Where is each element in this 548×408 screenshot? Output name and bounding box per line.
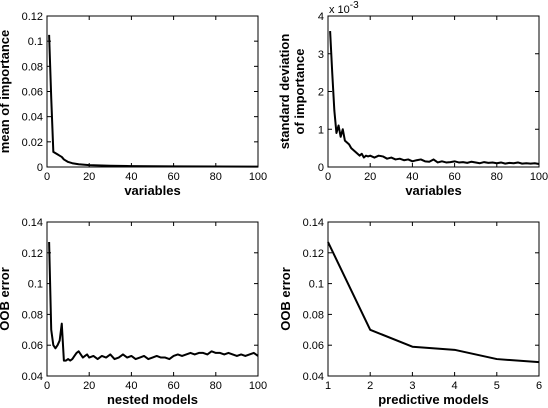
x-tick-label: 60: [167, 171, 179, 183]
x-tick-label: 80: [210, 380, 222, 392]
y-tick-label: 0.12: [22, 248, 43, 260]
x-tick-label: 3: [409, 380, 415, 392]
y-tick-label: 0: [37, 162, 43, 174]
y-tick-label: 0.04: [303, 371, 324, 383]
y-tick-label: 0.08: [22, 309, 43, 321]
x-tick-label: 20: [364, 171, 376, 183]
x-tick-label: 100: [530, 171, 548, 183]
y-scale-exponent: -3: [350, 0, 359, 11]
x-tick-label: 1: [325, 380, 331, 392]
y-tick-label: 0.08: [303, 309, 324, 321]
y-tick-label: 0.14: [22, 217, 43, 229]
y-axis-label: of importance: [292, 49, 307, 135]
x-tick-label: 6: [536, 380, 542, 392]
y-tick-label: 4: [318, 11, 324, 23]
x-tick-label: 4: [452, 380, 458, 392]
panel-mean-of-importance: 0 20 40 60 80 100 0 0.02 0.04 0.06 0.08 0.1 0.12 vari…: [0, 11, 267, 198]
y-tick-label: 0.12: [303, 248, 324, 260]
series-line: [328, 242, 539, 362]
x-tick-label: 40: [125, 380, 137, 392]
y-tick-label: 0.06: [22, 87, 43, 99]
x-tick-label: 80: [491, 171, 503, 183]
y-tick-label: 0.04: [22, 371, 43, 383]
x-tick-label: 20: [83, 380, 95, 392]
series-line: [49, 35, 258, 167]
y-scale-note: x 10-3: [329, 0, 359, 16]
x-tick-label: 0: [44, 380, 50, 392]
y-axis-label: OOB error: [278, 267, 293, 331]
y-tick-label: 0.1: [309, 279, 324, 291]
x-tick-label: 2: [367, 380, 373, 392]
x-tick-label: 100: [249, 171, 267, 183]
x-tick-label: 80: [210, 171, 222, 183]
x-tick-label: 40: [406, 171, 418, 183]
y-axis-label: mean of importance: [0, 30, 12, 154]
y-tick-label: 0.06: [303, 340, 324, 352]
panel-nested-models-oob: 0 20 40 60 80 100 0.04 0.06 0.08 0.1 0.12 0.14 neste…: [0, 217, 267, 407]
x-axis-label: predictive models: [378, 392, 489, 407]
series-line: [330, 31, 539, 164]
x-tick-label: 100: [249, 380, 267, 392]
x-axis-label: variables: [124, 183, 180, 198]
y-tick-label: 0: [318, 162, 324, 174]
panel-predictive-models-oob: 1 2 3 4 5 6 0.04 0.06 0.08 0.1 0.12 0.14 predictive …: [278, 217, 542, 407]
y-tick-label: 0.08: [22, 61, 43, 73]
y-tick-label: 0.1: [28, 279, 43, 291]
axes-frame: [47, 16, 258, 167]
y-tick-label: 3: [318, 49, 324, 61]
x-tick-label: 60: [167, 380, 179, 392]
panel-standard-deviation: 0 20 40 60 80 100 0 1 2 3 4 x 10-3 variables standard…: [277, 0, 548, 198]
y-tick-label: 0.1: [28, 36, 43, 48]
y-tick-label: 0.02: [22, 137, 43, 149]
x-tick-label: 20: [83, 171, 95, 183]
y-tick-label: 0.04: [22, 112, 43, 124]
y-axis-label: standard deviation: [277, 34, 292, 150]
series-line: [49, 242, 258, 361]
y-tick-label: 0.12: [22, 11, 43, 23]
y-tick-label: 0.14: [303, 217, 324, 229]
x-tick-label: 0: [44, 171, 50, 183]
y-scale-base: x 10: [329, 4, 350, 16]
y-tick-label: 1: [318, 124, 324, 136]
y-tick-label: 0.06: [22, 340, 43, 352]
x-tick-label: 40: [125, 171, 137, 183]
x-axis-label: nested models: [107, 392, 198, 407]
axes-frame: [328, 222, 539, 376]
y-tick-label: 2: [318, 87, 324, 99]
x-axis-label: variables: [405, 183, 461, 198]
axes-frame: [328, 16, 539, 167]
x-tick-label: 5: [494, 380, 500, 392]
x-tick-label: 60: [448, 171, 460, 183]
y-axis-label: OOB error: [0, 267, 12, 331]
x-tick-label: 0: [325, 171, 331, 183]
